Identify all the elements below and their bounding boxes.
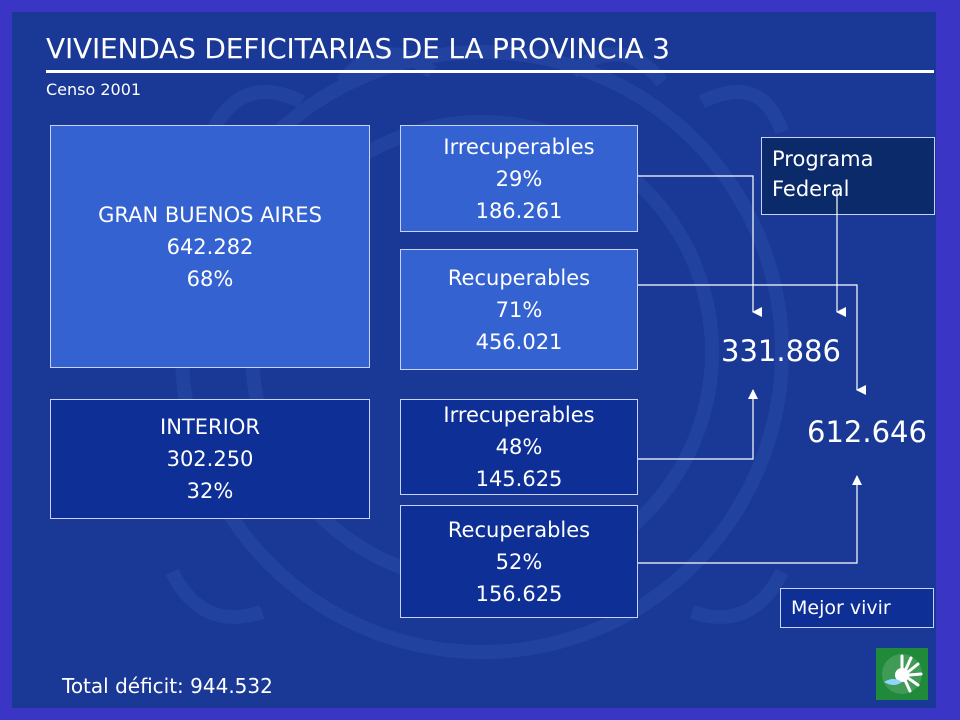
connector-gba-irrec bbox=[638, 175, 762, 317]
interior-value: 302.250 bbox=[166, 447, 254, 471]
interior-recuperables-box: Recuperables 52% 156.625 bbox=[400, 505, 638, 618]
gba-rec-label: Recuperables bbox=[447, 265, 591, 290]
gba-name: GRAN BUENOS AIRES bbox=[98, 202, 322, 227]
int-irrec-pct: 48% bbox=[495, 435, 543, 459]
int-rec-label: Recuperables bbox=[447, 517, 591, 542]
int-irrec-label: Irrecuperables bbox=[443, 403, 595, 427]
page-title: VIVIENDAS DEFICITARIAS DE LA PROVINCIA 3 bbox=[46, 32, 670, 65]
slide: VIVIENDAS DEFICITARIAS DE LA PROVINCIA 3… bbox=[12, 12, 936, 708]
gba-value: 642.282 bbox=[166, 234, 254, 259]
gran-buenos-aires-box: GRAN BUENOS AIRES 642.282 68% bbox=[50, 125, 370, 368]
mejor-vivir-total: 612.646 bbox=[807, 415, 927, 449]
programa-federal-box: Programa Federal bbox=[761, 137, 935, 215]
mejor-vivir-box: Mejor vivir bbox=[780, 588, 934, 628]
interior-box: INTERIOR 302.250 32% bbox=[50, 399, 370, 519]
connector-int-rec bbox=[638, 475, 862, 564]
title-underline bbox=[46, 70, 934, 73]
total-deficit: Total déficit: 944.532 bbox=[62, 674, 273, 698]
page-subtitle: Censo 2001 bbox=[46, 80, 142, 99]
connector-gba-rec bbox=[638, 284, 866, 395]
int-irrec-value: 145.625 bbox=[475, 467, 563, 491]
int-rec-value: 156.625 bbox=[475, 581, 563, 606]
interior-irrecuperables-box: Irrecuperables 48% 145.625 bbox=[400, 399, 638, 495]
connector-int-irrec bbox=[638, 389, 758, 460]
gba-irrec-pct: 29% bbox=[495, 166, 543, 191]
gba-pct: 68% bbox=[186, 266, 234, 291]
gba-recuperables-box: Recuperables 71% 456.021 bbox=[400, 249, 638, 370]
programa-federal-total: 331.886 bbox=[721, 334, 841, 368]
programa-line1: Programa bbox=[772, 147, 874, 171]
gba-irrec-label: Irrecuperables bbox=[443, 134, 595, 159]
connector-lines bbox=[638, 175, 866, 564]
gba-rec-value: 456.021 bbox=[475, 329, 563, 354]
gba-irrecuperables-box: Irrecuperables 29% 186.261 bbox=[400, 125, 638, 232]
gba-irrec-value: 186.261 bbox=[475, 198, 563, 223]
int-rec-pct: 52% bbox=[495, 549, 543, 574]
gba-rec-pct: 71% bbox=[495, 297, 543, 322]
interior-name: INTERIOR bbox=[160, 415, 260, 439]
logo-icon bbox=[876, 648, 928, 700]
interior-pct: 32% bbox=[186, 479, 234, 503]
